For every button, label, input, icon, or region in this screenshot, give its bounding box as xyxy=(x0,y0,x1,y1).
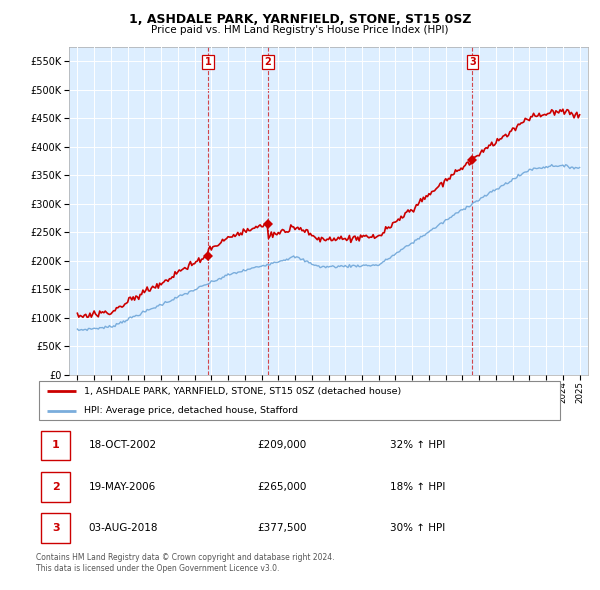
Text: 1, ASHDALE PARK, YARNFIELD, STONE, ST15 0SZ: 1, ASHDALE PARK, YARNFIELD, STONE, ST15 … xyxy=(129,13,471,26)
Text: £377,500: £377,500 xyxy=(258,523,307,533)
Text: Price paid vs. HM Land Registry's House Price Index (HPI): Price paid vs. HM Land Registry's House … xyxy=(151,25,449,35)
Text: 19-MAY-2006: 19-MAY-2006 xyxy=(89,482,156,491)
Text: This data is licensed under the Open Government Licence v3.0.: This data is licensed under the Open Gov… xyxy=(36,564,280,573)
Text: 2: 2 xyxy=(52,482,59,491)
FancyBboxPatch shape xyxy=(41,513,70,543)
Text: 03-AUG-2018: 03-AUG-2018 xyxy=(89,523,158,533)
Text: 18-OCT-2002: 18-OCT-2002 xyxy=(89,441,157,450)
Text: Contains HM Land Registry data © Crown copyright and database right 2024.: Contains HM Land Registry data © Crown c… xyxy=(36,553,335,562)
FancyBboxPatch shape xyxy=(38,381,560,420)
FancyBboxPatch shape xyxy=(41,472,70,501)
Text: 1: 1 xyxy=(205,57,211,67)
Text: 1: 1 xyxy=(52,441,59,450)
Text: 30% ↑ HPI: 30% ↑ HPI xyxy=(390,523,445,533)
Text: 32% ↑ HPI: 32% ↑ HPI xyxy=(390,441,445,450)
Text: 2: 2 xyxy=(265,57,271,67)
FancyBboxPatch shape xyxy=(41,431,70,460)
Text: 18% ↑ HPI: 18% ↑ HPI xyxy=(390,482,445,491)
Text: 3: 3 xyxy=(52,523,59,533)
Text: HPI: Average price, detached house, Stafford: HPI: Average price, detached house, Staf… xyxy=(83,407,298,415)
Text: £265,000: £265,000 xyxy=(258,482,307,491)
Text: £209,000: £209,000 xyxy=(258,441,307,450)
Text: 1, ASHDALE PARK, YARNFIELD, STONE, ST15 0SZ (detached house): 1, ASHDALE PARK, YARNFIELD, STONE, ST15 … xyxy=(83,387,401,396)
Text: 3: 3 xyxy=(469,57,476,67)
